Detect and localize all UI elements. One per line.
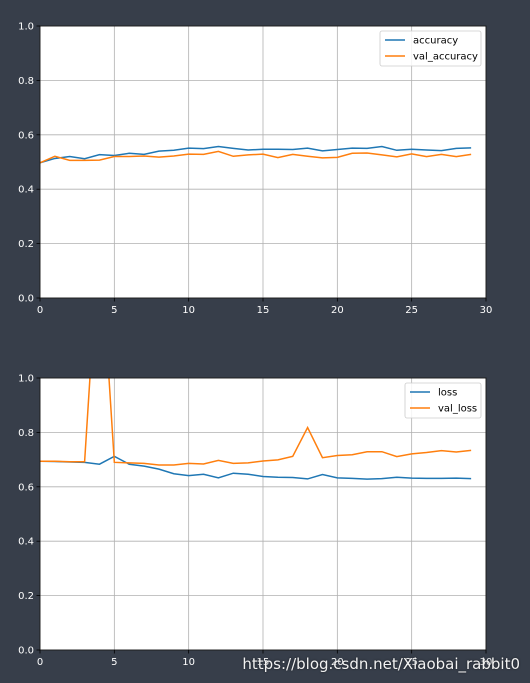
x-tick-label: 25: [405, 657, 418, 668]
y-tick-label: 0.2: [18, 239, 34, 250]
legend-label-val_loss: val_loss: [438, 404, 477, 415]
x-tick-label: 5: [111, 305, 117, 316]
x-tick-label: 25: [405, 305, 418, 316]
y-tick-label: 0.2: [18, 591, 34, 602]
x-tick-label: 15: [257, 657, 270, 668]
legend-box: [379, 30, 482, 67]
x-tick-label: 10: [182, 657, 195, 668]
legend-label-loss: loss: [438, 388, 457, 399]
chart-2: 0 5 10 15 20 25 30 0.0 0.2 0.4 0.6 0.8 1.0 loss val_lo…: [18, 374, 493, 669]
legend: loss val_loss: [404, 382, 482, 419]
x-tick-label: 20: [331, 657, 344, 668]
watermark-text: https://blog.csdn.net/Xiaobai_rabbit0: [242, 655, 520, 673]
y-tick-label: 0.4: [18, 537, 34, 548]
y-tick-label: 1.0: [18, 374, 34, 385]
series-line-accuracy: [40, 145, 472, 164]
x-tick-label: 0: [37, 305, 43, 316]
x-tick-label: 30: [480, 657, 493, 668]
legend: accuracy val_accuracy: [379, 30, 482, 67]
chart-1: 0 5 10 15 20 25 30 0.0 0.2 0.4 0.6 0.8 1.0 accuracy va…: [18, 22, 492, 317]
y-tick-label: 0.8: [18, 428, 34, 439]
legend-label-accuracy: accuracy: [413, 36, 458, 47]
y-tick-label: 0.6: [18, 482, 34, 493]
x-tick-label: 20: [331, 305, 344, 316]
x-tick-label: 0: [37, 657, 43, 668]
y-tick-label: 0.0: [18, 294, 34, 305]
y-tick-label: 1.0: [18, 22, 34, 33]
x-tick-label: 15: [257, 305, 270, 316]
series-line-loss: [40, 455, 472, 480]
y-tick-label: 0.8: [18, 76, 34, 87]
y-tick-label: 0.0: [18, 646, 34, 657]
y-tick-label: 0.4: [18, 185, 34, 196]
legend-label-val_accuracy: val_accuracy: [413, 52, 478, 63]
series-line-val_loss: [40, 378, 472, 466]
y-tick-label: 0.6: [18, 130, 34, 141]
x-tick-label: 10: [182, 305, 195, 316]
series-line-val_accuracy: [40, 150, 472, 164]
x-tick-label: 5: [111, 657, 117, 668]
x-tick-label: 30: [480, 305, 493, 316]
